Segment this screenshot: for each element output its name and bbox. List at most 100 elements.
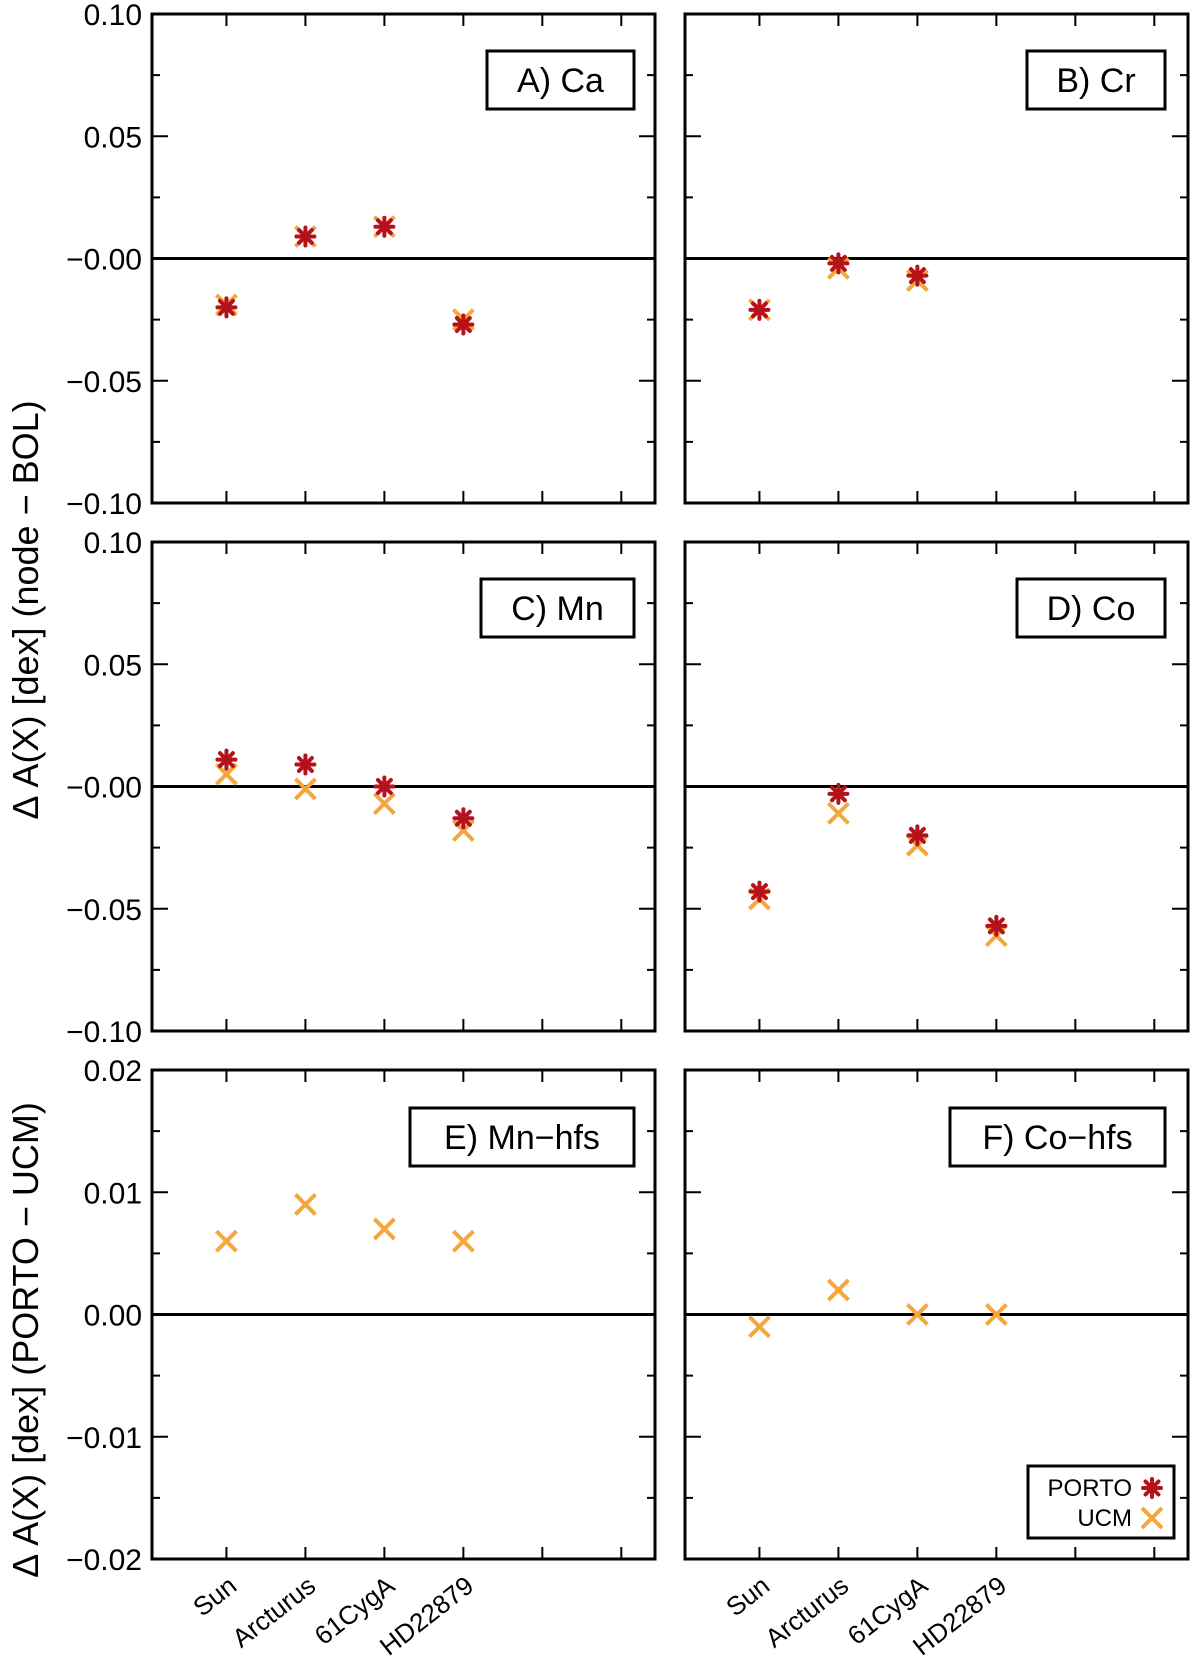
panel-0: 0.10 0.05 −0.00 −0.05 −0.10 A) Ca	[66, 0, 657, 521]
panel-label: F) Co−hfs	[982, 1119, 1132, 1157]
legend-marker-ucm	[1140, 1506, 1164, 1530]
point-ucm-61CygA	[905, 1303, 929, 1326]
point-ucm-Arcturus	[294, 777, 317, 801]
point-porto-61CygA-stroke	[908, 267, 926, 285]
y-tick-label: −0.00	[66, 772, 142, 805]
point-porto-Sun	[215, 296, 238, 319]
category-label: Sun	[187, 1570, 242, 1622]
point-porto-Arcturus-stroke	[296, 756, 314, 773]
point-porto-61CygA	[906, 264, 929, 287]
panel-4: 0.02 0.01 0.00 −0.01 −0.02 E) Mn−hfs SunArctur…	[66, 1055, 657, 1661]
point-ucm-Arcturus-stroke	[294, 1193, 317, 1216]
legend-marker-porto	[1141, 1477, 1163, 1499]
y-tick-label: −0.10	[66, 488, 142, 521]
point-ucm-61CygA	[372, 1217, 396, 1241]
panel-2: 0.10 0.05 −0.00 −0.05 −0.10 C) Mn	[66, 527, 657, 1049]
y-tick-label: −0.02	[66, 1544, 142, 1577]
point-porto-Arcturus-stroke	[296, 228, 314, 245]
point-ucm-Arcturus	[294, 1193, 317, 1216]
point-porto-HD22879-stroke	[987, 917, 1005, 935]
panel-label: B) Cr	[1056, 62, 1135, 100]
point-ucm-Sun	[748, 1315, 771, 1339]
y-tick-label: −0.10	[66, 1016, 142, 1049]
panel-label: A) Ca	[517, 62, 604, 100]
point-porto-Sun	[748, 298, 771, 321]
point-porto-61CygA-stroke	[908, 826, 926, 844]
point-porto-HD22879-stroke	[454, 809, 472, 827]
point-ucm-HD22879-stroke	[451, 1229, 475, 1253]
point-ucm-HD22879-stroke	[984, 1303, 1008, 1326]
point-porto-HD22879	[452, 313, 475, 336]
panels: 0.10 0.05 −0.00 −0.05 −0.10 A) Ca B) Cr 0.10 0.0…	[66, 0, 1190, 1661]
point-ucm-61CygA-stroke	[372, 792, 396, 816]
point-porto-Sun	[748, 880, 771, 903]
point-porto-61CygA-stroke	[375, 218, 393, 236]
y-tick-label: 0.10	[84, 527, 142, 560]
legend-marker-ucm-stroke	[1140, 1506, 1164, 1530]
y-tick-label: 0.00	[84, 1300, 142, 1333]
point-porto-Sun-stroke	[217, 751, 235, 769]
point-ucm-Sun-stroke	[748, 1315, 771, 1339]
category-label: Sun	[720, 1570, 775, 1622]
point-porto-61CygA	[373, 215, 396, 238]
point-porto-Arcturus	[294, 225, 317, 248]
point-ucm-Arcturus	[827, 801, 850, 825]
category-label: Arcturus	[226, 1570, 321, 1653]
point-ucm-Arcturus-stroke	[827, 801, 850, 825]
ylabel-top: Δ A(X) [dex] (node − BOL)	[5, 400, 46, 819]
panel-label: E) Mn−hfs	[444, 1119, 600, 1157]
point-porto-Sun-stroke	[217, 298, 235, 316]
panel-3: D) Co	[683, 540, 1190, 1033]
point-porto-Arcturus-stroke	[829, 785, 847, 803]
legend-marker-porto-stroke	[1143, 1479, 1161, 1497]
point-ucm-61CygA-stroke	[905, 1303, 929, 1326]
y-tick-label: −0.00	[66, 244, 142, 277]
point-porto-61CygA-stroke	[375, 778, 393, 795]
panel-1: B) Cr	[683, 12, 1190, 505]
point-ucm-Arcturus-stroke	[827, 1278, 850, 1302]
y-tick-label: −0.05	[66, 894, 142, 927]
ylabel-bottom: Δ A(X) [dex] (PORTO − UCM)	[5, 1102, 46, 1578]
panel-label-box	[948, 1106, 1167, 1168]
category-label: Arcturus	[759, 1570, 854, 1653]
y-tick-label: 0.01	[84, 1177, 142, 1210]
legend-label-porto: PORTO	[1048, 1475, 1132, 1502]
point-ucm-HD22879	[451, 1229, 475, 1253]
point-ucm-Sun-stroke	[215, 1229, 238, 1253]
point-porto-HD22879	[452, 807, 475, 830]
point-ucm-Sun	[215, 1229, 238, 1253]
y-tick-label: −0.01	[66, 1422, 142, 1455]
point-porto-Arcturus	[827, 252, 850, 275]
panel-label-box	[1025, 49, 1167, 111]
point-porto-61CygA	[906, 824, 929, 847]
point-porto-Arcturus	[294, 753, 317, 776]
y-tick-label: 0.02	[84, 1055, 142, 1088]
point-porto-Arcturus	[827, 782, 850, 805]
panel-label-box	[479, 577, 636, 639]
panel-label-box	[1015, 577, 1167, 639]
y-tick-label: 0.10	[84, 0, 142, 32]
panel-label-box	[408, 1106, 636, 1168]
point-porto-HD22879-stroke	[454, 316, 472, 333]
y-tick-label: −0.05	[66, 366, 142, 399]
point-ucm-Arcturus	[827, 1278, 850, 1302]
panel-label: C) Mn	[511, 590, 604, 628]
point-porto-Sun-stroke	[750, 301, 768, 319]
point-ucm-Arcturus-stroke	[294, 777, 317, 801]
point-porto-Arcturus-stroke	[829, 254, 847, 272]
point-ucm-61CygA	[372, 792, 396, 816]
point-ucm-61CygA-stroke	[372, 1217, 396, 1241]
legend: PORTO UCM	[1026, 1464, 1176, 1540]
legend-label-ucm: UCM	[1077, 1505, 1132, 1532]
point-porto-Sun-stroke	[750, 883, 768, 901]
panel-label-box	[485, 49, 636, 111]
point-porto-61CygA	[373, 775, 396, 798]
panel-label: D) Co	[1047, 590, 1136, 628]
point-porto-HD22879	[985, 914, 1008, 937]
y-tick-label: 0.05	[84, 121, 142, 154]
point-porto-Sun	[215, 748, 238, 771]
point-ucm-HD22879	[984, 1303, 1008, 1326]
y-axis-labels: Δ A(X) [dex] (node − BOL) Δ A(X) [dex] (…	[5, 400, 46, 1578]
